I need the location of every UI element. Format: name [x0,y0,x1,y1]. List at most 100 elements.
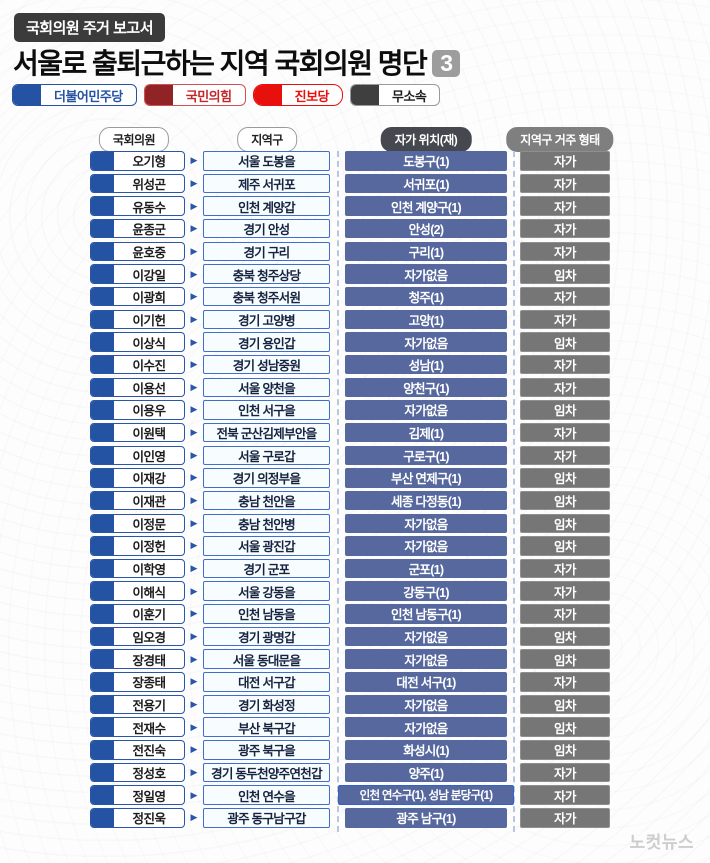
home-location-box: 자가없음 [345,717,507,737]
member-name-chip: 윤호중 [90,241,185,262]
residence-type-box: 임차 [520,400,610,420]
residence-type-box: 자가 [520,354,610,375]
district-box: 경기 동두천양주연천갑 [203,762,330,783]
table-row: 정성호 ▶ 경기 동두천양주연천갑 양주(1) 자가 [90,762,610,783]
district-box: 서울 동대문을 [203,649,330,669]
residence-type-box: 자가 [520,241,610,262]
party-color-square [91,650,114,668]
arrow-right-icon: ▶ [190,449,198,460]
member-name-chip: 전용기 [90,694,185,715]
member-name: 장종태 [132,676,166,691]
party-color-square [91,333,114,351]
member-name: 장경태 [132,653,166,668]
legend-swatch [13,85,41,105]
member-name-chip: 이재관 [90,490,185,511]
party-color-square [91,287,114,306]
table-row: 이수진 ▶ 경기 성남중원 성남(1) 자가 [90,354,610,375]
home-location-box: 양주(1) [345,762,507,783]
page-number-badge: 3 [432,50,460,77]
party-color-square [91,423,114,442]
party-color-square [91,491,114,510]
district-box: 경기 용인갑 [203,332,330,352]
legend-item: 진보당 [252,84,343,106]
party-color-square [91,786,114,804]
party-color-square [91,695,114,714]
table-row: 오기형 ▶ 서울 도봉을 도봉구(1) 자가 [90,151,610,171]
residence-type-box: 자가 [520,445,610,466]
table-row: 유동수 ▶ 인천 계양갑 인천 계양구(1) 자가 [90,196,610,216]
member-name-chip: 이인영 [90,445,185,466]
arrow-right-icon: ▶ [190,313,198,324]
column-divider-dashed-left [337,151,339,832]
table-row: 정진욱 ▶ 광주 동구남구갑 광주 남구(1) 자가 [90,808,610,828]
district-box: 충북 청주서원 [203,286,330,307]
member-name: 이정헌 [132,540,166,555]
table-row: 전진숙 ▶ 광주 북구을 화성시(1) 임차 [90,740,610,760]
arrow-right-icon: ▶ [190,653,198,664]
member-name: 이재강 [132,472,166,487]
member-name: 이강일 [132,268,166,283]
arrow-right-icon: ▶ [190,517,198,528]
member-name: 이용선 [132,381,166,396]
legend-swatch [144,85,173,105]
party-legend: 더불어민주당 국민의힘 진보당 무소속 [12,84,441,106]
party-color-square [91,446,114,465]
arrow-right-icon: ▶ [190,744,198,755]
home-location-box: 자가없음 [345,649,507,669]
home-location-box: 대전 서구(1) [345,672,507,692]
member-name: 이광희 [132,291,166,306]
residence-type-box: 자가 [520,808,610,828]
residence-type-box: 임차 [520,740,610,760]
table-row: 이용우 ▶ 인천 서구을 자가없음 임차 [90,400,610,420]
party-color-square [91,401,114,419]
residence-type-box: 자가 [520,581,610,601]
legend-item: 국민의힘 [143,84,246,106]
residence-type-box: 자가 [520,218,610,239]
party-color-square [91,197,114,215]
residence-type-box: 자가 [520,422,610,443]
member-name: 위성곤 [132,177,166,192]
table-row: 장종태 ▶ 대전 서구갑 대전 서구(1) 자가 [90,672,610,692]
arrow-right-icon: ▶ [190,789,198,800]
home-location-box: 광주 남구(1) [345,808,507,828]
member-name: 정일영 [132,789,166,804]
member-name-chip: 윤종군 [90,218,185,239]
arrow-right-icon: ▶ [190,699,198,709]
member-name-chip: 이학영 [90,558,185,579]
district-box: 서울 양천을 [203,377,330,398]
residence-type-box: 자가 [520,286,610,307]
arrow-right-icon: ▶ [190,676,198,687]
member-name: 정성호 [132,766,166,781]
member-name: 이상식 [132,336,166,351]
member-name: 이원택 [132,427,166,442]
arrow-right-icon: ▶ [190,540,198,551]
member-name: 오기형 [132,155,166,170]
table-row: 이상식 ▶ 경기 용인갑 자가없음 임차 [90,332,610,352]
district-box: 서울 강동을 [203,581,330,601]
home-location-box: 자가없음 [345,536,507,556]
district-box: 서울 구로갑 [203,445,330,466]
table-row: 윤호중 ▶ 경기 구리 구리(1) 자가 [90,241,610,262]
residence-type-box: 임차 [520,626,610,647]
arrow-right-icon: ▶ [190,495,198,506]
arrow-right-icon: ▶ [190,359,198,370]
member-name-chip: 임오경 [90,626,185,647]
party-color-square [91,809,114,827]
party-color-square [91,673,114,691]
member-name: 윤종군 [132,223,166,238]
district-box: 경기 광명갑 [203,626,330,647]
arrow-right-icon: ▶ [190,404,198,415]
legend-label: 더불어민주당 [54,88,123,104]
arrow-right-icon: ▶ [190,608,198,619]
column-header-members: 국회의원 [98,127,170,152]
arrow-right-icon: ▶ [190,381,198,392]
district-box: 인천 계양갑 [203,196,330,216]
residence-type-box: 임차 [520,694,610,715]
party-color-square [91,242,114,261]
residence-type-box: 임차 [520,513,610,533]
arrow-right-icon: ▶ [190,223,198,234]
arrow-right-icon: ▶ [190,336,198,347]
member-name-chip: 유동수 [90,196,185,216]
table-row: 이인영 ▶ 서울 구로갑 구로구(1) 자가 [90,445,610,466]
